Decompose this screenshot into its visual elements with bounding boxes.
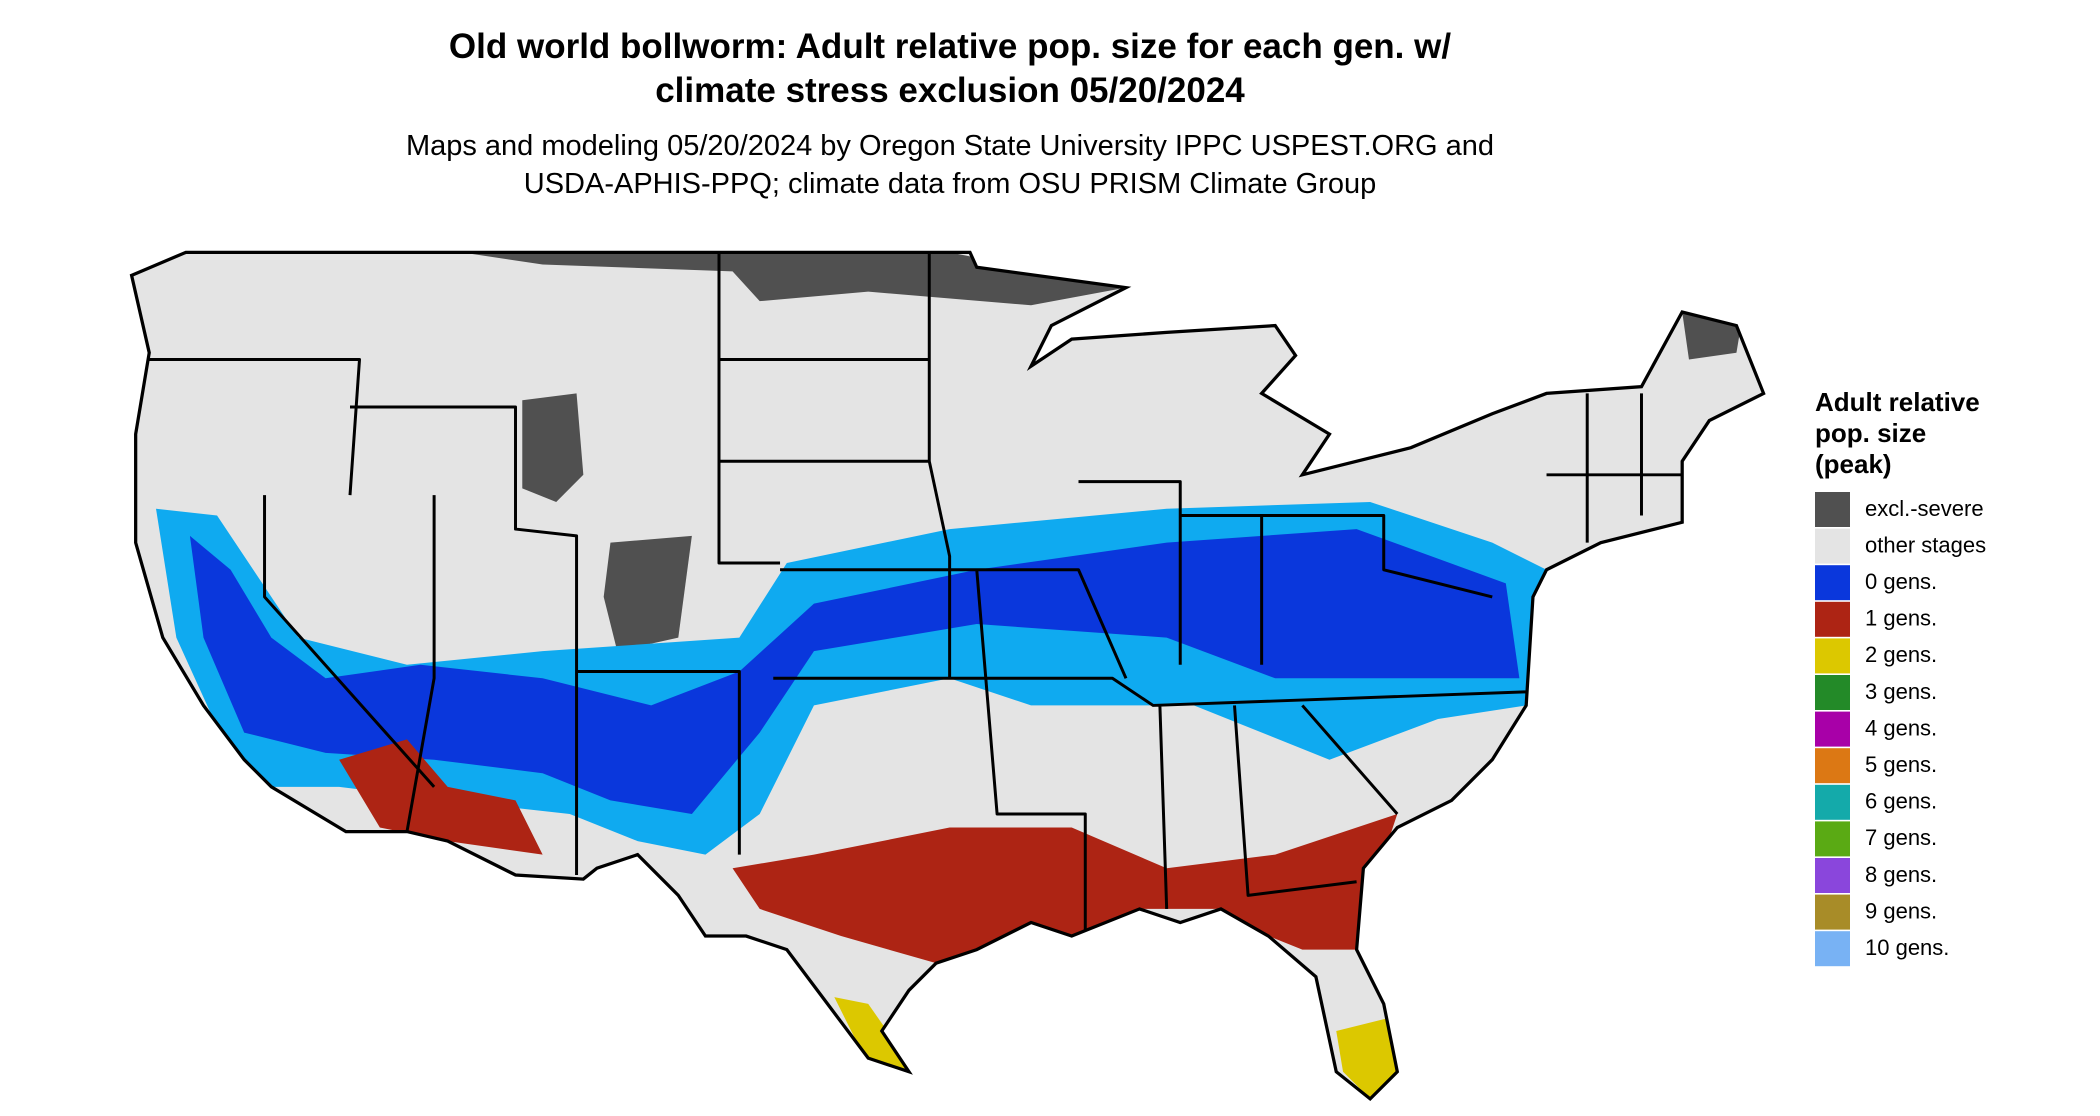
legend-swatch xyxy=(1815,565,1850,601)
legend-label: 8 gens. xyxy=(1865,862,1937,887)
legend-label: 1 gens. xyxy=(1865,606,1937,631)
map xyxy=(129,250,1766,1101)
legend-label: other stages xyxy=(1865,532,1986,557)
legend-swatch xyxy=(1815,601,1850,637)
legend-swatch xyxy=(1815,748,1850,784)
legend-title: Adult relative xyxy=(1815,387,1980,417)
state-lines xyxy=(149,252,1683,937)
legend-swatch xyxy=(1815,784,1850,820)
legend-label: 6 gens. xyxy=(1865,789,1937,814)
subtitle-line: Maps and modeling 05/20/2024 by Oregon S… xyxy=(406,130,1494,162)
legend-title: pop. size xyxy=(1815,418,1926,448)
legend-swatch xyxy=(1815,931,1850,967)
legend-swatch xyxy=(1815,492,1850,527)
legend-label: excl.-severe xyxy=(1865,496,1984,521)
legend-swatch xyxy=(1815,528,1850,564)
legend-label: 9 gens. xyxy=(1865,898,1937,923)
legend-label: 10 gens. xyxy=(1865,935,1949,960)
legend-swatch xyxy=(1815,858,1850,893)
legend-swatch xyxy=(1815,894,1850,930)
title-line: climate stress exclusion 05/20/2024 xyxy=(655,71,1245,110)
legend-label: 7 gens. xyxy=(1865,825,1937,850)
legend-swatch xyxy=(1815,638,1850,674)
legend-label: 3 gens. xyxy=(1865,679,1937,704)
legend-label: 5 gens. xyxy=(1865,752,1937,777)
legend-label: 2 gens. xyxy=(1865,642,1937,667)
legend-title: (peak) xyxy=(1815,449,1892,479)
legend-swatch xyxy=(1815,821,1850,857)
legend-swatch xyxy=(1815,711,1850,747)
legend-swatch xyxy=(1815,675,1850,710)
legend-label: 0 gens. xyxy=(1865,569,1937,594)
legend-label: 4 gens. xyxy=(1865,715,1937,740)
title-line: Old world bollworm: Adult relative pop. … xyxy=(449,27,1451,66)
subtitle-line: USDA-APHIS-PPQ; climate data from OSU PR… xyxy=(524,168,1377,200)
